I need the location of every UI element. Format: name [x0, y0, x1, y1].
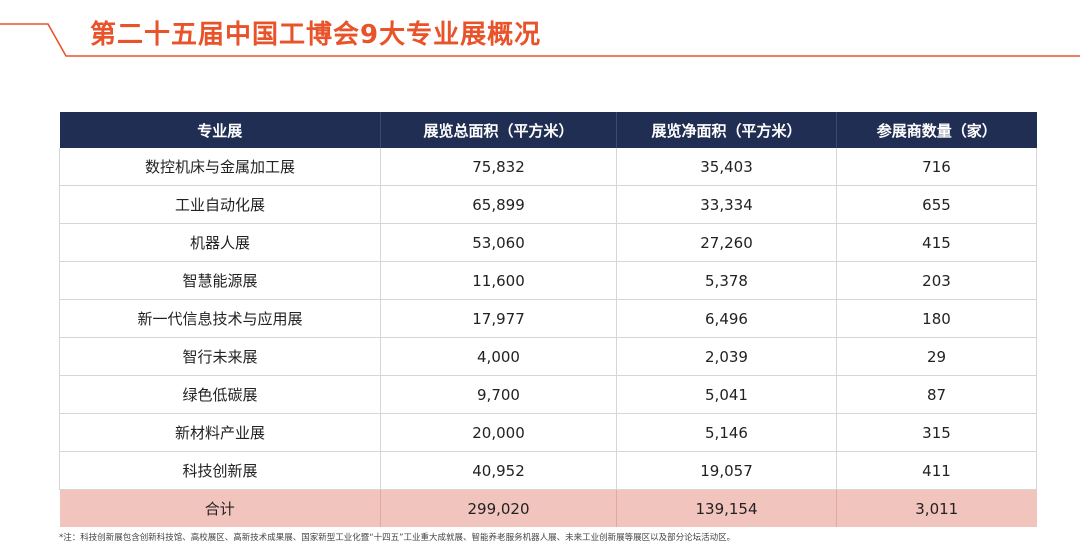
cell-net-area: 27,260 [616, 223, 837, 262]
table-row: 科技创新展 40,952 19,057 411 [59, 451, 1037, 490]
header-net-area: 展览净面积（平方米） [616, 112, 837, 148]
cell-total-area: 65,899 [380, 185, 617, 224]
cell-exhibition: 智慧能源展 [59, 261, 381, 300]
cell-exhibitors: 87 [836, 375, 1037, 414]
cell-exhibitors: 29 [836, 337, 1037, 376]
cell-exhibition: 智行未来展 [59, 337, 381, 376]
table-row: 绿色低碳展 9,700 5,041 87 [59, 375, 1037, 414]
cell-exhibitors: 180 [836, 299, 1037, 338]
cell-total-area: 40,952 [380, 451, 617, 490]
footnote: *注：科技创新展包含创新科技馆、高校展区、高新技术成果展、国家新型工业化暨“十四… [59, 533, 736, 543]
cell-exhibition: 机器人展 [59, 223, 381, 262]
total-label: 合计 [59, 489, 381, 527]
table-row: 数控机床与金属加工展 75,832 35,403 716 [59, 148, 1037, 186]
cell-exhibitors: 716 [836, 148, 1037, 186]
total-area: 299,020 [380, 489, 617, 527]
header-total-area: 展览总面积（平方米） [380, 112, 617, 148]
title-decoration-icon [0, 23, 1080, 57]
cell-total-area: 53,060 [380, 223, 617, 262]
exhibition-table: 专业展 展览总面积（平方米） 展览净面积（平方米） 参展商数量（家） 数控机床与… [59, 112, 1037, 527]
cell-exhibitors: 203 [836, 261, 1037, 300]
table-row: 新一代信息技术与应用展 17,977 6,496 180 [59, 299, 1037, 338]
header-exhibitors: 参展商数量（家） [836, 112, 1037, 148]
cell-net-area: 2,039 [616, 337, 837, 376]
title-bar: 第二十五届中国工博会9大专业展概况 [0, 0, 1080, 62]
total-exhibitors: 3,011 [836, 489, 1037, 527]
cell-total-area: 11,600 [380, 261, 617, 300]
cell-exhibition: 工业自动化展 [59, 185, 381, 224]
cell-exhibition: 新一代信息技术与应用展 [59, 299, 381, 338]
cell-total-area: 9,700 [380, 375, 617, 414]
cell-exhibitors: 655 [836, 185, 1037, 224]
cell-exhibition: 科技创新展 [59, 451, 381, 490]
cell-net-area: 6,496 [616, 299, 837, 338]
page-title: 第二十五届中国工博会9大专业展概况 [90, 20, 542, 50]
header-exhibition: 专业展 [59, 112, 381, 148]
total-row: 合计 299,020 139,154 3,011 [59, 489, 1037, 527]
table-row: 智行未来展 4,000 2,039 29 [59, 337, 1037, 376]
cell-exhibitors: 315 [836, 413, 1037, 452]
cell-exhibition: 数控机床与金属加工展 [59, 148, 381, 186]
cell-total-area: 75,832 [380, 148, 617, 186]
total-net-area: 139,154 [616, 489, 837, 527]
cell-exhibition: 新材料产业展 [59, 413, 381, 452]
table-header: 专业展 展览总面积（平方米） 展览净面积（平方米） 参展商数量（家） [59, 112, 1037, 148]
cell-net-area: 5,041 [616, 375, 837, 414]
cell-net-area: 5,378 [616, 261, 837, 300]
table-row: 机器人展 53,060 27,260 415 [59, 223, 1037, 262]
cell-net-area: 35,403 [616, 148, 837, 186]
cell-exhibition: 绿色低碳展 [59, 375, 381, 414]
cell-net-area: 33,334 [616, 185, 837, 224]
cell-net-area: 5,146 [616, 413, 837, 452]
cell-net-area: 19,057 [616, 451, 837, 490]
cell-total-area: 4,000 [380, 337, 617, 376]
cell-exhibitors: 415 [836, 223, 1037, 262]
table-row: 智慧能源展 11,600 5,378 203 [59, 261, 1037, 300]
table-row: 新材料产业展 20,000 5,146 315 [59, 413, 1037, 452]
cell-exhibitors: 411 [836, 451, 1037, 490]
cell-total-area: 20,000 [380, 413, 617, 452]
cell-total-area: 17,977 [380, 299, 617, 338]
table-row: 工业自动化展 65,899 33,334 655 [59, 185, 1037, 224]
